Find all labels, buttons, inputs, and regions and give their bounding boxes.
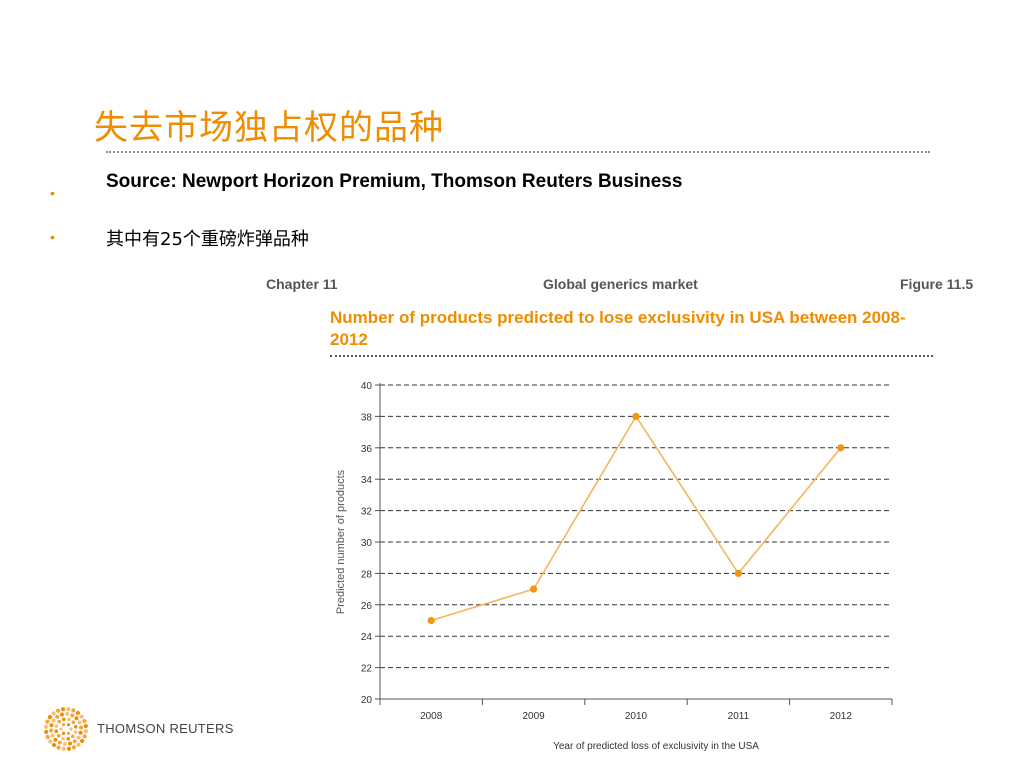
line-chart: 20 22 24 26 28 30 32 34 36 38 40 2008 2009 2010 2011 20…	[335, 381, 893, 752]
bullet-marker-1: •	[50, 185, 55, 201]
series	[427, 412, 845, 625]
chart-title: Number of products predicted to lose exc…	[330, 308, 906, 349]
y-tick-label: 20	[361, 695, 373, 706]
x-axis-label: Year of predicted loss of exclusivity in…	[553, 741, 759, 752]
figure-section: Global generics market	[543, 276, 698, 292]
data-point	[734, 569, 742, 577]
blockbuster-note: 其中有25个重磅炸弹品种	[106, 229, 309, 250]
bullet-marker-2: •	[50, 229, 55, 245]
y-tick-label: 36	[361, 444, 373, 455]
data-point	[632, 412, 640, 420]
figure-chapter: Chapter 11	[266, 276, 338, 292]
y-tick-label: 30	[361, 538, 373, 549]
data-point	[837, 444, 845, 452]
y-tick-label: 26	[361, 601, 373, 612]
y-tick-label: 22	[361, 664, 373, 675]
title-divider	[106, 151, 930, 153]
series-line	[430, 414, 842, 622]
thomson-reuters-logo-icon	[44, 707, 88, 751]
figure-number: Figure 11.5	[900, 276, 974, 292]
logo-text: THOMSON REUTERS	[97, 721, 234, 736]
y-tick-label: 38	[361, 412, 373, 423]
y-tick-label: 32	[361, 507, 373, 518]
y-tick-label: 34	[361, 475, 373, 486]
y-tick-label: 40	[361, 381, 373, 392]
y-axis-label: Predicted number of products	[335, 469, 347, 614]
y-tick-label: 24	[361, 632, 373, 643]
gridlines	[380, 384, 892, 669]
chart-title-divider	[330, 355, 933, 357]
x-tick-label: 2008	[420, 711, 443, 722]
x-tick-label: 2010	[625, 711, 648, 722]
x-tick-label: 2012	[830, 711, 853, 722]
x-tick-label: 2009	[522, 711, 545, 722]
data-point	[427, 616, 435, 625]
slide-title: 失去市场独占权的品种	[94, 108, 444, 148]
axes: 20 22 24 26 28 30 32 34 36 38 40 2008 2009 2010 2011 20…	[335, 381, 893, 752]
x-tick-label: 2011	[728, 711, 750, 722]
y-tick-label: 28	[361, 569, 373, 580]
source-text: Source: Newport Horizon Premium, Thomson…	[106, 171, 683, 192]
data-point	[530, 585, 538, 593]
